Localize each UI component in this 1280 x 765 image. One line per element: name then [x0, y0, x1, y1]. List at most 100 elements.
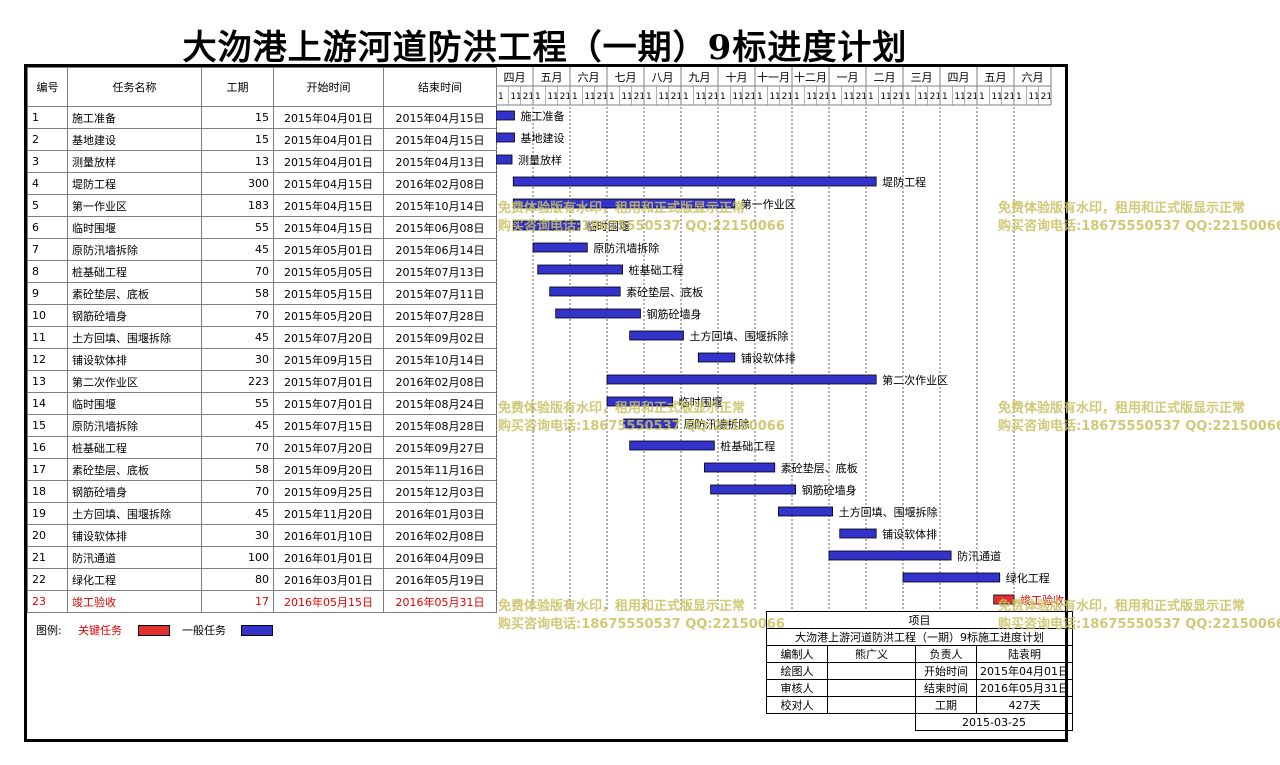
month-label: 十一月: [757, 70, 790, 84]
subtick-label: 1: [831, 92, 837, 102]
page-title: 大沕港上游河道防洪工程（一期）9标进度计划: [182, 28, 908, 68]
month-label: 七月: [615, 71, 637, 84]
header-duration: 工期: [201, 67, 274, 107]
row-duration: 70: [201, 436, 274, 459]
table-row: 2 基地建设 15 2015年04月01日 2015年04月15日: [27, 128, 497, 151]
table-row: 20 铺设软体排 30 2016年01月10日 2016年02月08日: [27, 524, 497, 547]
row-start: 2015年05月20日: [273, 304, 384, 327]
table-row: 7 原防汛墙拆除 45 2015年05月01日 2015年06月14日: [27, 238, 497, 261]
subtick-label: 11: [954, 92, 965, 102]
gantt-bar-label: 绿化工程: [1006, 571, 1050, 585]
legend-normal-swatch: [241, 625, 273, 636]
row-duration: 70: [201, 304, 274, 327]
info-a: 编制人: [766, 645, 828, 663]
row-id: 10: [27, 304, 68, 327]
subtick-label: 21: [819, 92, 830, 102]
info-b: 熊广义: [827, 645, 916, 663]
subtick-label: 11: [843, 92, 854, 102]
row-id: 5: [27, 194, 68, 217]
legend-critical-label: 关键任务: [78, 624, 122, 637]
row-name: 原防汛墙拆除: [67, 414, 202, 437]
info-a: 绘图人: [766, 662, 828, 680]
subtick-label: 21: [708, 92, 719, 102]
row-id: 15: [27, 414, 68, 437]
subtick-label: 11: [917, 92, 928, 102]
subtick-label: 11: [621, 92, 632, 102]
row-start: 2015年04月01日: [273, 106, 384, 129]
row-name: 临时围堰: [67, 216, 202, 239]
row-start: 2015年07月20日: [273, 436, 384, 459]
task-table-header: 编号 任务名称 工期 开始时间 结束时间: [27, 67, 497, 107]
gantt-bar: [606, 374, 877, 385]
row-name: 土方回填、围堰拆除: [67, 326, 202, 349]
gantt-bar-label: 素砼垫层、底板: [626, 285, 703, 299]
row-name: 基地建设: [67, 128, 202, 151]
gantt-bar: [496, 154, 513, 165]
subtick-label: 1: [757, 92, 763, 102]
watermark: 免费体验版有水印，租用和正式版显示正常 购买咨询电话:18675550537 QQ…: [498, 599, 785, 632]
gantt-bar-label: 临时围堰: [679, 395, 723, 409]
row-duration: 45: [201, 238, 274, 261]
subtick-label: 1: [979, 92, 985, 102]
subtick-label: 11: [584, 92, 595, 102]
row-duration: 45: [201, 414, 274, 437]
row-name: 铺设软体排: [67, 348, 202, 371]
row-id: 4: [27, 172, 68, 195]
month-label: 十二月: [794, 70, 827, 84]
subtick-label: 11: [510, 92, 521, 102]
month-label: 六月: [1022, 71, 1044, 84]
gantt-bar-label: 施工准备: [521, 109, 565, 123]
row-id: 18: [27, 480, 68, 503]
subtick-label: 11: [732, 92, 743, 102]
row-end: 2016年02月08日: [383, 370, 497, 393]
row-id: 21: [27, 546, 68, 569]
row-duration: 15: [201, 106, 274, 129]
subtick-label: 1: [942, 92, 948, 102]
row-name: 施工准备: [67, 106, 202, 129]
legend-normal-label: 一般任务: [182, 624, 226, 637]
gantt-bar-label: 土方回填、围堰拆除: [689, 329, 788, 343]
month-label: 六月: [578, 71, 600, 84]
row-name: 第一作业区: [67, 194, 202, 217]
gantt-bar: [496, 110, 515, 121]
table-row: 16 桩基础工程 70 2015年07月20日 2015年09月27日: [27, 436, 497, 459]
drawing-frame: [24, 64, 1068, 742]
row-start: 2015年05月05日: [273, 260, 384, 283]
subtick-label: 21: [967, 92, 978, 102]
month-label: 五月: [985, 71, 1007, 84]
gantt-bar: [993, 594, 1015, 605]
row-id: 19: [27, 502, 68, 525]
gantt-bar: [710, 484, 797, 495]
title-block: 项目 大沕港上游河道防洪工程（一期）9标施工进度计划 编制人 熊广义 负责人 陆袁明 …: [765, 611, 1074, 731]
gantt-bar: [828, 550, 952, 561]
table-row: 17 素砼垫层、底板 58 2015年09月20日 2015年11月16日: [27, 458, 497, 481]
header-end: 结束时间: [383, 67, 497, 107]
row-end: 2015年08月28日: [383, 414, 497, 437]
row-start: 2015年04月15日: [273, 216, 384, 239]
subtick-label: 11: [695, 92, 706, 102]
month-label: 四月: [504, 71, 526, 84]
row-duration: 17: [201, 590, 274, 613]
row-start: 2015年04月15日: [273, 172, 384, 195]
row-name: 堤防工程: [67, 172, 202, 195]
row-name: 钢筋砼墙身: [67, 304, 202, 327]
row-id: 23: [27, 590, 68, 613]
row-duration: 223: [201, 370, 274, 393]
subtick-label: 1: [498, 92, 504, 102]
row-duration: 70: [201, 260, 274, 283]
row-id: 13: [27, 370, 68, 393]
row-id: 17: [27, 458, 68, 481]
row-start: 2015年09月20日: [273, 458, 384, 481]
row-duration: 58: [201, 458, 274, 481]
row-name: 临时围堰: [67, 392, 202, 415]
table-row: 13 第二次作业区 223 2015年07月01日 2016年02月08日: [27, 370, 497, 393]
row-end: 2015年11月16日: [383, 458, 497, 481]
info-b: [827, 679, 916, 697]
subtick-label: 21: [597, 92, 608, 102]
row-start: 2015年09月25日: [273, 480, 384, 503]
watermark: 免费体验版有水印，租用和正式版显示正常 购买咨询电话:18675550537 QQ…: [498, 201, 785, 234]
row-duration: 300: [201, 172, 274, 195]
gantt-bar-label: 基地建设: [521, 131, 565, 145]
row-end: 2015年12月03日: [383, 480, 497, 503]
row-id: 9: [27, 282, 68, 305]
